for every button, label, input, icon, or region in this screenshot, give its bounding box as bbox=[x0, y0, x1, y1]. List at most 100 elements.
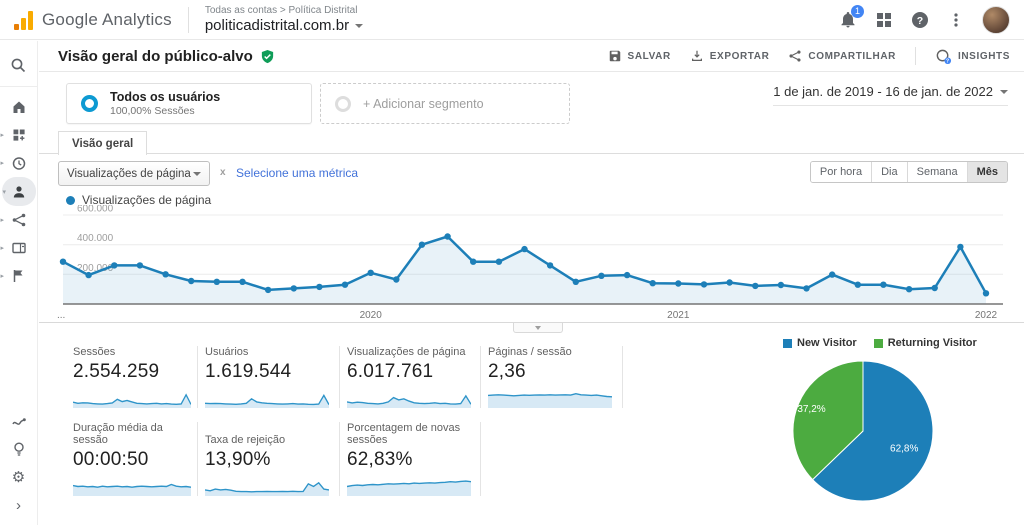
stats-row-1: Sessões 2.554.259 Usuários 1.619.544 Vis… bbox=[66, 346, 623, 408]
sidebar-item-audience[interactable]: ▾ bbox=[1, 177, 36, 206]
chevron-down-icon bbox=[535, 325, 541, 330]
legend-swatch-blue-icon bbox=[783, 338, 792, 348]
remove-metric-button[interactable]: x bbox=[220, 167, 226, 178]
metric-dropdown-value: Visualizações de página bbox=[67, 167, 191, 180]
bounce-rate-sparkline bbox=[205, 481, 329, 496]
report-header: Visão geral do público-alvo SALVAR bbox=[39, 41, 1024, 72]
sidebar-item-behavior[interactable]: ▸ bbox=[0, 234, 38, 262]
granularity-day-button[interactable]: Dia bbox=[871, 162, 907, 182]
stat-card-users[interactable]: Usuários 1.619.544 bbox=[198, 346, 340, 408]
granularity-week-button[interactable]: Semana bbox=[906, 162, 967, 182]
svg-text:...: ... bbox=[57, 310, 65, 321]
stat-card-pageviews[interactable]: Visualizações de página 6.017.761 bbox=[340, 346, 481, 408]
grid-icon bbox=[877, 12, 891, 27]
chart-legend: Visualizações de página bbox=[66, 193, 211, 207]
bell-icon bbox=[841, 11, 855, 27]
date-range-selector[interactable]: 1 de jan. de 2019 - 16 de jan. de 2022 bbox=[773, 84, 1008, 106]
sidebar-item-conversions[interactable]: ▸ bbox=[0, 262, 38, 290]
breadcrumb-accounts[interactable]: Todas as contas bbox=[204, 4, 278, 16]
pages-per-session-sparkline bbox=[488, 392, 612, 408]
acquisition-icon bbox=[12, 213, 25, 227]
legend-new-visitor: New Visitor bbox=[783, 337, 857, 349]
add-segment-button[interactable]: + Adicionar segmento bbox=[320, 83, 570, 124]
stat-card-sessions[interactable]: Sessões 2.554.259 bbox=[66, 346, 198, 408]
flag-icon bbox=[13, 270, 22, 282]
users-sparkline bbox=[205, 394, 329, 408]
sidebar-item-search[interactable] bbox=[0, 50, 38, 80]
legend-dot-icon bbox=[66, 195, 75, 205]
sidebar-item-customization[interactable]: ▸ bbox=[0, 121, 38, 149]
clock-icon bbox=[12, 157, 25, 170]
stat-card-pages-per-session[interactable]: Páginas / sessão 2,36 bbox=[481, 346, 623, 408]
sidebar-divider bbox=[0, 86, 38, 87]
segment-all-users[interactable]: Todos os usuários 100,00% Sessões bbox=[66, 83, 312, 124]
granularity-hour-button[interactable]: Por hora bbox=[810, 162, 872, 182]
segments-band: Todos os usuários 100,00% Sessões + Adic… bbox=[39, 73, 1024, 130]
breadcrumb: Todas as contas > Política Distrital bbox=[205, 5, 363, 17]
apps-grid-button[interactable] bbox=[874, 10, 894, 30]
sidebar-item-discover[interactable] bbox=[0, 435, 38, 463]
date-range-text: 1 de jan. de 2019 - 16 de jan. de 2022 bbox=[773, 84, 993, 99]
legend-returning-visitor: Returning Visitor bbox=[873, 337, 977, 349]
help-button[interactable]: ? bbox=[910, 10, 930, 30]
add-segment-label: + Adicionar segmento bbox=[363, 96, 484, 111]
save-icon bbox=[609, 50, 620, 62]
expand-arrow-icon: ▸ bbox=[0, 217, 5, 224]
breadcrumb-account-name[interactable]: Política Distrital bbox=[288, 4, 358, 16]
insights-button[interactable]: ? INSIGHTS bbox=[935, 48, 1010, 65]
svg-text:?: ? bbox=[917, 15, 923, 27]
sidebar-item-admin[interactable]: ⚙ bbox=[0, 463, 38, 491]
property-name[interactable]: politicadistrital.com.br bbox=[204, 17, 350, 35]
home-icon bbox=[13, 101, 24, 113]
pageviews-line-chart[interactable]: 200.000 400.000 600.000... 2020 2021 2022 bbox=[41, 205, 1024, 335]
search-icon bbox=[11, 58, 26, 72]
sidebar-item-acquisition[interactable]: ▸ bbox=[0, 206, 38, 234]
share-button[interactable]: COMPARTILHAR bbox=[788, 49, 896, 63]
left-navigation: ▸ ▸ ▾ ▸ bbox=[0, 41, 38, 525]
granularity-switch: Por hora Dia Semana Mês bbox=[809, 161, 1008, 183]
report-area: Visão geral do público-alvo SALVAR bbox=[39, 41, 1024, 525]
segment-name: Todos os usuários bbox=[110, 90, 221, 104]
svg-text:2021: 2021 bbox=[667, 310, 690, 321]
svg-text:37,2%: 37,2% bbox=[797, 404, 825, 415]
more-menu-button[interactable] bbox=[946, 10, 966, 30]
more-vertical-icon bbox=[954, 12, 958, 27]
stat-label: Duração média da sessão bbox=[73, 422, 163, 446]
svg-text:600.000: 600.000 bbox=[77, 205, 114, 215]
brand-title[interactable]: Google Analytics bbox=[42, 9, 172, 29]
export-button[interactable]: EXPORTAR bbox=[690, 49, 770, 63]
visitor-type-pie-chart[interactable]: 62,8% 37,2% bbox=[788, 355, 948, 507]
google-analytics-logo-icon bbox=[14, 10, 33, 30]
lightbulb-icon bbox=[13, 442, 24, 456]
svg-text:400.000: 400.000 bbox=[77, 233, 114, 244]
stat-card-new-sessions[interactable]: Porcentagem de novas sessões 62,83% bbox=[340, 422, 481, 496]
tab-overview[interactable]: Visão geral bbox=[58, 131, 148, 155]
help-icon: ? bbox=[912, 11, 928, 28]
select-metric-link[interactable]: Selecione uma métrica bbox=[236, 166, 359, 180]
audience-person-icon bbox=[13, 185, 24, 197]
expand-arrow-icon: ▸ bbox=[0, 132, 5, 139]
stat-card-avg-session-duration[interactable]: Duração média da sessão 00:00:50 bbox=[66, 422, 198, 496]
sidebar-item-realtime[interactable]: ▸ bbox=[0, 149, 38, 177]
sidebar-item-home[interactable] bbox=[0, 93, 38, 121]
sidebar-item-attribution[interactable] bbox=[0, 407, 38, 435]
customization-icon bbox=[13, 129, 25, 141]
stat-label: Visualizações de página bbox=[347, 346, 466, 358]
save-button[interactable]: SALVAR bbox=[608, 49, 671, 63]
sidebar-collapse-button[interactable]: › bbox=[0, 491, 38, 519]
segment-ring-empty-icon bbox=[335, 95, 351, 112]
segment-ring-icon bbox=[81, 95, 98, 112]
stat-card-bounce-rate[interactable]: Taxa de rejeição 13,90% bbox=[198, 422, 340, 496]
pageviews-sparkline bbox=[347, 394, 471, 408]
collapse-chart-handle[interactable] bbox=[513, 323, 563, 333]
share-icon bbox=[789, 50, 801, 62]
granularity-month-button[interactable]: Mês bbox=[966, 162, 1007, 182]
expand-arrow-icon: ▸ bbox=[0, 273, 5, 280]
insights-icon: ? bbox=[936, 49, 952, 64]
metric-dropdown[interactable]: Visualizações de página bbox=[58, 161, 210, 186]
stat-label: Páginas / sessão bbox=[488, 346, 572, 358]
account-selector[interactable]: Todas as contas > Política Distrital pol… bbox=[204, 5, 364, 35]
user-avatar[interactable] bbox=[982, 5, 1010, 34]
new-sessions-sparkline bbox=[347, 480, 471, 496]
notifications-button[interactable]: 1 bbox=[838, 4, 864, 30]
